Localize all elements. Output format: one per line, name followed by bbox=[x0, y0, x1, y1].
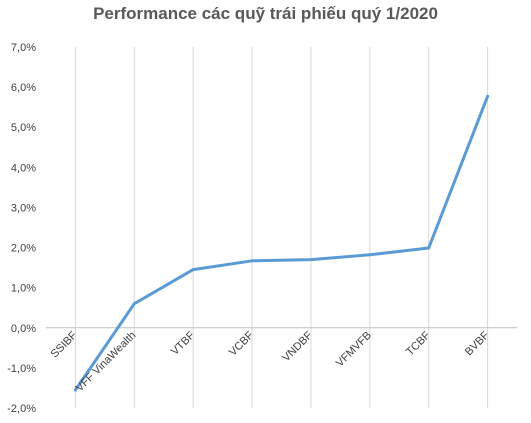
y-tick-label: 2,0% bbox=[11, 243, 36, 255]
data-point bbox=[250, 259, 254, 263]
y-axis-tick-labels: 7,0% 6,0% 5,0% 4,0% 3,0% 2,0% 1,0% 0,0% -1,0% -2,… bbox=[7, 42, 36, 415]
data-point bbox=[486, 94, 490, 98]
data-point bbox=[132, 302, 136, 306]
grid-lines bbox=[74, 47, 489, 408]
chart-title: Performance các quỹ trái phiếu quý 1/202… bbox=[93, 4, 438, 23]
y-tick-label: 6,0% bbox=[11, 82, 36, 94]
y-tick-label: 0,0% bbox=[11, 323, 36, 335]
y-tick-label: 4,0% bbox=[11, 162, 36, 174]
y-tick-label: 1,0% bbox=[11, 283, 36, 295]
data-point bbox=[73, 388, 77, 392]
y-tick-label: 3,0% bbox=[11, 202, 36, 214]
data-point bbox=[427, 246, 431, 250]
category-label: VFMVFB bbox=[334, 329, 374, 369]
data-point bbox=[191, 268, 195, 272]
series bbox=[73, 94, 490, 392]
data-point bbox=[309, 258, 313, 262]
series-line bbox=[73, 94, 490, 392]
y-tick-label: -2,0% bbox=[7, 403, 36, 415]
category-label: VNDBF bbox=[280, 329, 315, 364]
y-tick-label: 7,0% bbox=[11, 42, 36, 54]
y-tick-label: 5,0% bbox=[11, 122, 36, 134]
data-point bbox=[368, 253, 372, 257]
category-label: VFF VinaWealth bbox=[74, 329, 139, 394]
y-tick-label: -1,0% bbox=[7, 363, 36, 375]
